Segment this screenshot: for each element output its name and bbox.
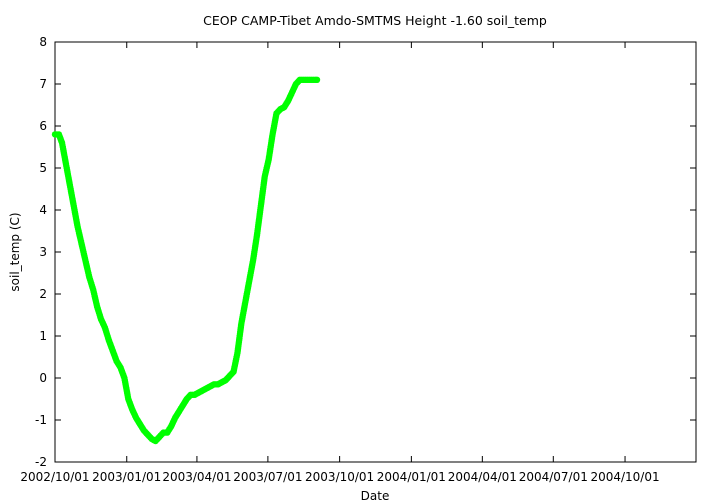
y-tick-label: 4 bbox=[39, 203, 47, 217]
x-axis-label: Date bbox=[361, 489, 390, 503]
y-tick-label: 7 bbox=[39, 77, 47, 91]
x-tick-label: 2003/04/01 bbox=[162, 470, 231, 484]
y-tick-label: 0 bbox=[39, 371, 47, 385]
x-tick-label: 2004/07/01 bbox=[519, 470, 588, 484]
plot-frame bbox=[54, 41, 697, 463]
y-tick-label: 6 bbox=[39, 119, 47, 133]
y-tick-label: 3 bbox=[39, 245, 47, 259]
y-tick-label: -1 bbox=[35, 413, 47, 427]
x-tick-label: 2003/01/01 bbox=[92, 470, 161, 484]
y-tick-label: 8 bbox=[39, 35, 47, 49]
y-axis: -2 -1 0 1 2 3 4 5 6 7 8 bbox=[35, 35, 696, 469]
x-tick-label: 2004/04/01 bbox=[448, 470, 517, 484]
x-tick-label: 2004/01/01 bbox=[377, 470, 446, 484]
y-tick-label: 1 bbox=[39, 329, 47, 343]
y-tick-label: -2 bbox=[35, 455, 47, 469]
chart-title: CEOP CAMP-Tibet Amdo-SMTMS Height -1.60 … bbox=[203, 13, 547, 28]
y-axis-label: soil_temp (C) bbox=[8, 212, 22, 291]
x-tick-label: 2004/10/01 bbox=[590, 470, 659, 484]
x-tick-label: 2003/07/01 bbox=[233, 470, 302, 484]
y-tick-label: 5 bbox=[39, 161, 47, 175]
data-point bbox=[313, 76, 321, 84]
x-tick-label: 2002/10/01 bbox=[20, 470, 89, 484]
data-series bbox=[51, 76, 321, 445]
x-axis: 2002/10/01 2003/01/01 2003/04/01 2003/07/01… bbox=[20, 42, 660, 484]
x-tick-label: 2003/10/01 bbox=[305, 470, 374, 484]
y-tick-label: 2 bbox=[39, 287, 47, 301]
